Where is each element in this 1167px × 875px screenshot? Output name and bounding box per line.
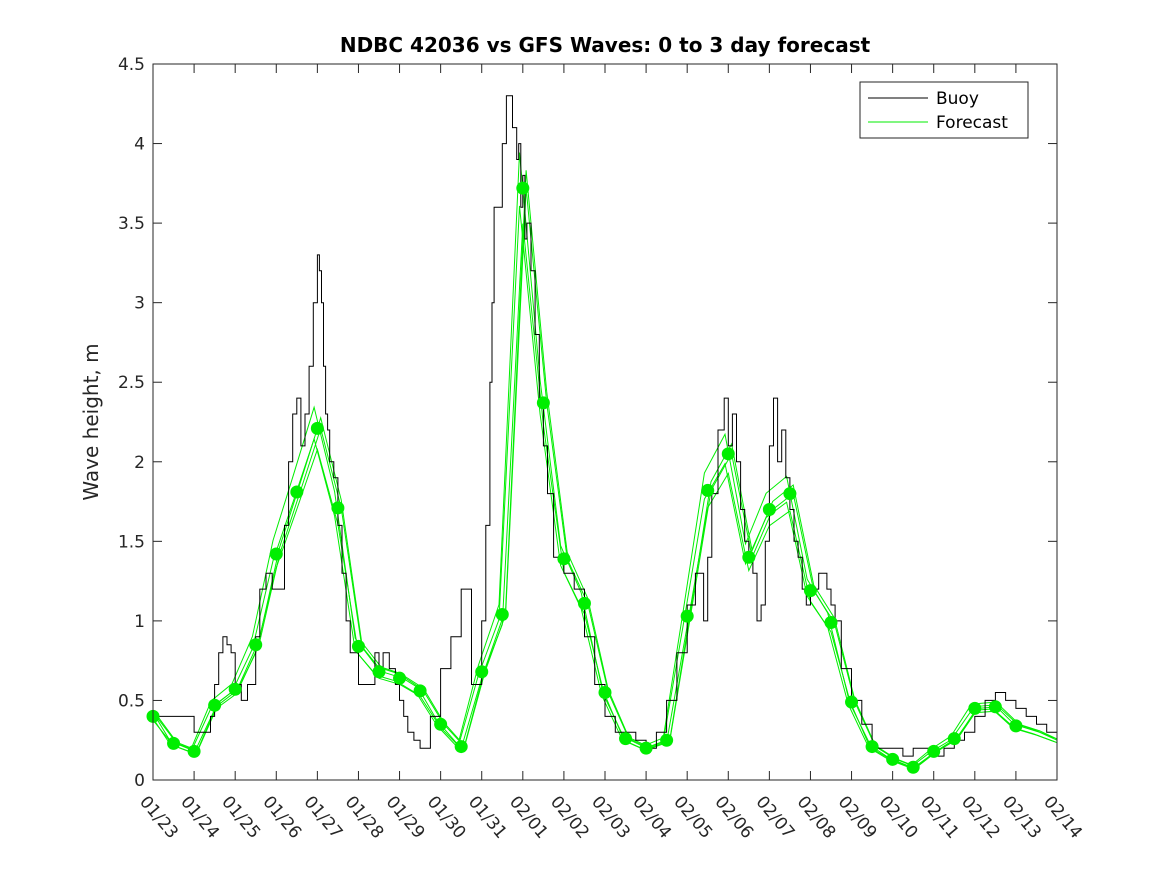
y-axis: 0 0.5 1 1.5 2 2.5 3 3.5 4 4.5 (118, 55, 1057, 791)
y-tick-label: 4 (134, 135, 145, 155)
forecast-marker (988, 700, 1002, 714)
forecast-marker (413, 684, 427, 698)
forecast-marker (290, 485, 304, 499)
forecast-marker (906, 760, 920, 774)
forecast-marker (228, 682, 242, 696)
forecast-marker (639, 741, 653, 755)
legend-box (859, 81, 1029, 139)
forecast-marker (310, 421, 324, 435)
forecast-marker (372, 665, 386, 679)
forecast-marker (680, 609, 694, 623)
forecast-marker (619, 732, 633, 746)
forecast-marker (783, 487, 797, 501)
forecast-marker (701, 483, 715, 497)
plot-area (153, 64, 1057, 780)
forecast-marker (208, 698, 222, 712)
forecast-marker (434, 717, 448, 731)
forecast-marker (845, 695, 859, 709)
forecast-marker (742, 550, 756, 564)
forecast-marker (968, 701, 982, 715)
legend: Buoy Forecast (859, 81, 1029, 139)
forecast-marker (803, 584, 817, 598)
y-tick-label: 0 (134, 771, 145, 791)
forecast-marker (947, 732, 961, 746)
marker-layer (146, 181, 1023, 774)
y-tick-label: 2 (134, 453, 145, 473)
forecast-marker (886, 752, 900, 766)
y-tick-label: 1 (134, 612, 145, 632)
forecast-marker (660, 733, 674, 747)
forecast-marker (536, 396, 550, 410)
y-tick-label: 3 (134, 294, 145, 314)
forecast-marker (824, 615, 838, 629)
forecast-marker (598, 685, 612, 699)
y-axis-label: Wave height, m (79, 343, 103, 500)
buoy-line (153, 95, 1057, 757)
forecast-marker (721, 447, 735, 461)
forecast-marker (927, 744, 941, 758)
forecast-marker (495, 608, 509, 622)
forecast-marker (249, 638, 263, 652)
forecast-marker (454, 740, 468, 754)
forecast-marker (167, 736, 181, 750)
chart-title: NDBC 42036 vs GFS Waves: 0 to 3 day fore… (340, 33, 871, 57)
legend-forecast-label: Forecast (936, 113, 1008, 133)
forecast-marker (516, 181, 530, 195)
forecast-marker (269, 547, 283, 561)
legend-buoy-label: Buoy (936, 89, 979, 109)
forecast-marker (762, 503, 776, 517)
y-tick-label: 0.5 (118, 691, 145, 711)
forecast-marker (557, 552, 571, 566)
forecast-marker (351, 639, 365, 653)
y-tick-label: 4.5 (118, 55, 145, 75)
forecast-marker (393, 671, 407, 685)
forecast-marker (577, 596, 591, 610)
y-tick-label: 1.5 (118, 532, 145, 552)
forecast-marker (331, 501, 345, 515)
forecast-marker (187, 744, 201, 758)
y-tick-label: 3.5 (118, 214, 145, 234)
y-tick-label: 2.5 (118, 373, 145, 393)
forecast-marker (475, 665, 489, 679)
forecast-marker (865, 740, 879, 754)
forecast-marker (1009, 719, 1023, 733)
